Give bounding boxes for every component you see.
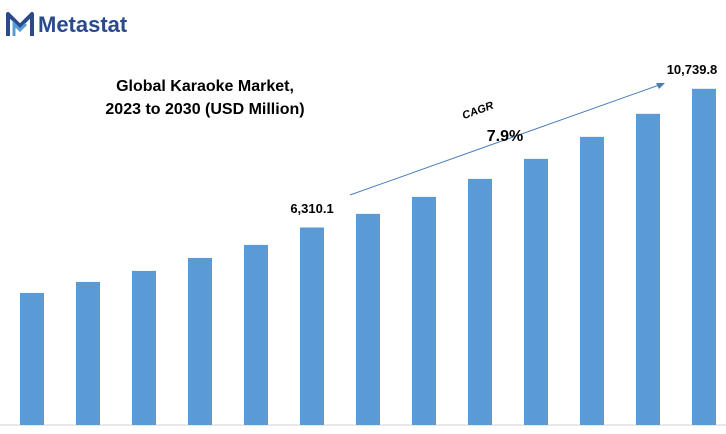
chart-title: 2023 to 2030 (USD Million) [105,101,304,118]
bar [300,227,324,425]
value-label: 6,310.1 [290,201,333,216]
logo-icon [6,12,34,36]
value-label: 10,739.8 [667,62,718,77]
bar [524,158,548,425]
bar [76,281,100,425]
bar [692,88,716,426]
bar [132,270,156,425]
bar [356,213,380,425]
logo-text: Metastat [38,12,128,37]
bar [20,292,44,425]
bar [244,244,268,425]
cagr-value: 7.9% [487,128,523,145]
cagr-arrowhead [656,83,665,89]
bar [468,178,492,425]
bar [580,136,604,425]
bar [636,113,660,426]
bar [188,257,212,425]
bar [412,196,436,425]
cagr-arrow [349,83,663,196]
chart-title: Global Karaoke Market, [116,78,294,95]
cagr-label: CAGR [461,100,496,122]
